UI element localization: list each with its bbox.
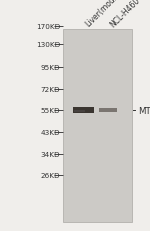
Text: 170KD: 170KD (36, 24, 60, 30)
Bar (74, 111, 85, 112)
Bar (63, 30, 132, 222)
Text: MTM1: MTM1 (138, 106, 150, 115)
Text: 55KD: 55KD (40, 108, 60, 114)
Text: NCL-H460: NCL-H460 (108, 0, 141, 29)
Bar (99, 109, 117, 113)
Text: 95KD: 95KD (40, 65, 60, 71)
Text: Liver(mouse): Liver(mouse) (83, 0, 125, 29)
Text: 72KD: 72KD (40, 87, 60, 93)
Text: 26KD: 26KD (40, 173, 60, 179)
Text: 34KD: 34KD (40, 152, 60, 158)
Bar (73, 108, 94, 114)
Text: 43KD: 43KD (40, 130, 60, 136)
Text: 130KD: 130KD (36, 42, 60, 48)
